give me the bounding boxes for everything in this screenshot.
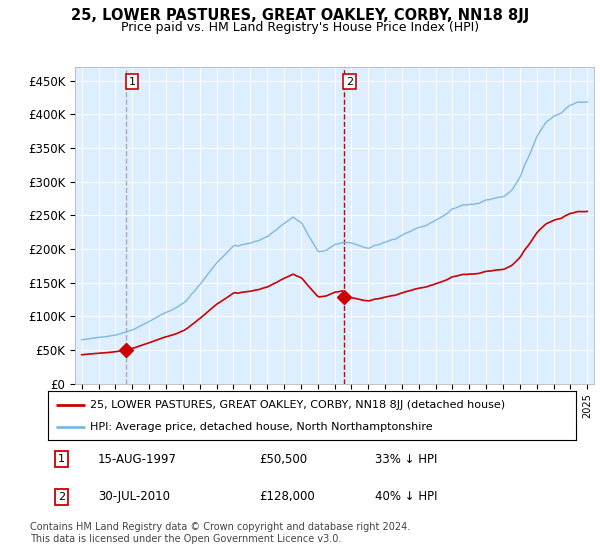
Text: 30-JUL-2010: 30-JUL-2010: [98, 491, 170, 503]
Text: 25, LOWER PASTURES, GREAT OAKLEY, CORBY, NN18 8JJ: 25, LOWER PASTURES, GREAT OAKLEY, CORBY,…: [71, 8, 529, 24]
Text: £128,000: £128,000: [259, 491, 315, 503]
Text: HPI: Average price, detached house, North Northamptonshire: HPI: Average price, detached house, Nort…: [90, 422, 433, 432]
Text: 1: 1: [128, 77, 136, 87]
Text: 25, LOWER PASTURES, GREAT OAKLEY, CORBY, NN18 8JJ (detached house): 25, LOWER PASTURES, GREAT OAKLEY, CORBY,…: [90, 399, 505, 409]
Text: 2: 2: [346, 77, 353, 87]
Text: 33% ↓ HPI: 33% ↓ HPI: [376, 452, 438, 465]
Text: £50,500: £50,500: [259, 452, 307, 465]
Text: 15-AUG-1997: 15-AUG-1997: [98, 452, 177, 465]
Text: Contains HM Land Registry data © Crown copyright and database right 2024.
This d: Contains HM Land Registry data © Crown c…: [30, 522, 410, 544]
Text: 2: 2: [58, 492, 65, 502]
Text: 40% ↓ HPI: 40% ↓ HPI: [376, 491, 438, 503]
Text: 1: 1: [58, 454, 65, 464]
Text: Price paid vs. HM Land Registry's House Price Index (HPI): Price paid vs. HM Land Registry's House …: [121, 21, 479, 34]
